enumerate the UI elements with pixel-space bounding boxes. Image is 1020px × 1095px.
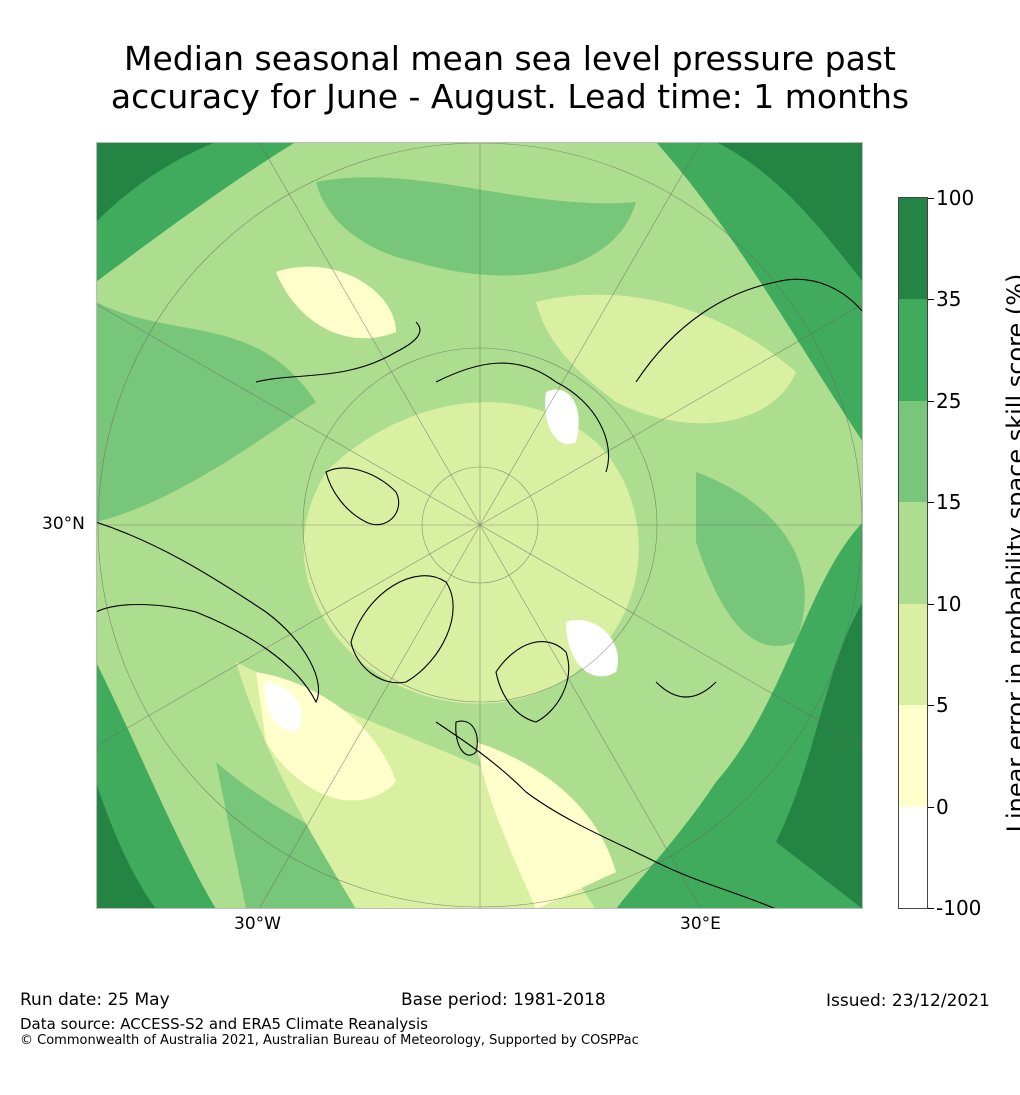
- base-period: Base period: 1981-2018: [401, 990, 606, 1010]
- colorbar-bin-0-5: [899, 705, 927, 807]
- skill-region-min-europe: [476, 742, 616, 909]
- coast-europe: [435, 721, 777, 909]
- meridian-60w: [96, 524, 481, 747]
- skill-region-mid-west: [96, 302, 316, 522]
- skill-region-negative-1: [545, 389, 579, 444]
- skill-region-low-pole: [303, 402, 639, 704]
- colorbar-tick-0: [928, 807, 934, 808]
- colorbar-tick-15: [928, 502, 934, 503]
- title-line-2: accuracy for June - August. Lead time: 1…: [110, 77, 910, 116]
- colorbar-label-0: 0: [936, 795, 949, 819]
- data-source: Data source: ACCESS-S2 and ERA5 Climate …: [20, 1015, 428, 1033]
- colorbar-tick-10: [928, 604, 934, 605]
- coast-canadian-archipelago: [325, 467, 400, 526]
- colorbar-tick-35: [928, 299, 934, 300]
- meridian-120e: [479, 303, 863, 526]
- polar-skill-map: [96, 142, 863, 909]
- colorbar-tick-25: [928, 401, 934, 402]
- map-frame: [96, 142, 863, 909]
- skill-region-negative-2: [566, 620, 618, 677]
- colorbar-label-5: 5: [936, 693, 949, 717]
- meridian-120w: [96, 303, 481, 526]
- skill-region-mid-south: [216, 762, 476, 909]
- copyright: © Commonwealth of Australia 2021, Austra…: [20, 1033, 639, 1048]
- coast-caspian: [655, 681, 717, 698]
- colorbar-tick-100: [928, 198, 934, 199]
- coastlines: [96, 278, 863, 909]
- meridian-30e: [479, 524, 702, 909]
- run-date: Run date: 25 May: [20, 990, 170, 1010]
- skill-region-east-top: [776, 602, 863, 909]
- coast-scandinavia: [495, 641, 570, 723]
- coast-siberia: [435, 362, 610, 473]
- colorbar-label-25: 25: [936, 389, 962, 413]
- colorbar-tick-5: [928, 705, 934, 706]
- lon-label-30w: 30°W: [234, 914, 281, 934]
- colorbar-tick-neg100: [928, 908, 934, 909]
- meridian-60e: [479, 524, 863, 747]
- coast-alaska: [255, 321, 421, 383]
- skill-region-low-ne: [536, 294, 796, 424]
- skill-region-mid-north: [316, 177, 636, 276]
- issued-date: Issued: 23/12/2021: [826, 991, 990, 1011]
- colorbar-bin-25-35: [899, 299, 927, 401]
- colorbar-axis-title: Linear error in probability space skill …: [1002, 273, 1020, 833]
- meridian-150e: [479, 142, 702, 526]
- skill-region-negative-3: [265, 682, 302, 732]
- colorbar-bin-neg100-0: [899, 807, 927, 908]
- colorbar-label-neg100: -100: [936, 896, 982, 920]
- coast-north-america: [96, 521, 320, 704]
- colorbar-label-35: 35: [936, 287, 962, 311]
- skill-region-mid-east: [696, 472, 805, 646]
- skill-region-sw-top: [96, 782, 156, 909]
- meridian-30w: [258, 524, 481, 909]
- colorbar-bin-15-25: [899, 401, 927, 502]
- colorbar-bin-35-100: [899, 198, 927, 299]
- skill-region-sw-high: [96, 662, 216, 909]
- skill-region-min-north: [276, 266, 396, 339]
- colorbar-bin-10-15: [899, 502, 927, 604]
- colorbar-label-15: 15: [936, 490, 962, 514]
- lat-label-30n: 30°N: [42, 514, 85, 534]
- colorbar-label-100: 100: [936, 186, 975, 210]
- skill-region-nw-top: [96, 142, 216, 222]
- coast-british-isles: [455, 720, 478, 756]
- coast-asia: [635, 278, 863, 383]
- colorbar: [898, 197, 928, 909]
- skill-region-ne-top: [716, 142, 863, 282]
- title-line-1: Median seasonal mean sea level pressure …: [124, 39, 896, 78]
- colorbar-label-10: 10: [936, 592, 962, 616]
- map-title: Median seasonal mean sea level pressure …: [0, 40, 1020, 116]
- lon-label-30e: 30°E: [680, 914, 721, 934]
- meridian-150w: [258, 142, 481, 526]
- coast-greenland: [350, 575, 454, 684]
- colorbar-bin-5-10: [899, 604, 927, 705]
- graticule: [96, 142, 863, 909]
